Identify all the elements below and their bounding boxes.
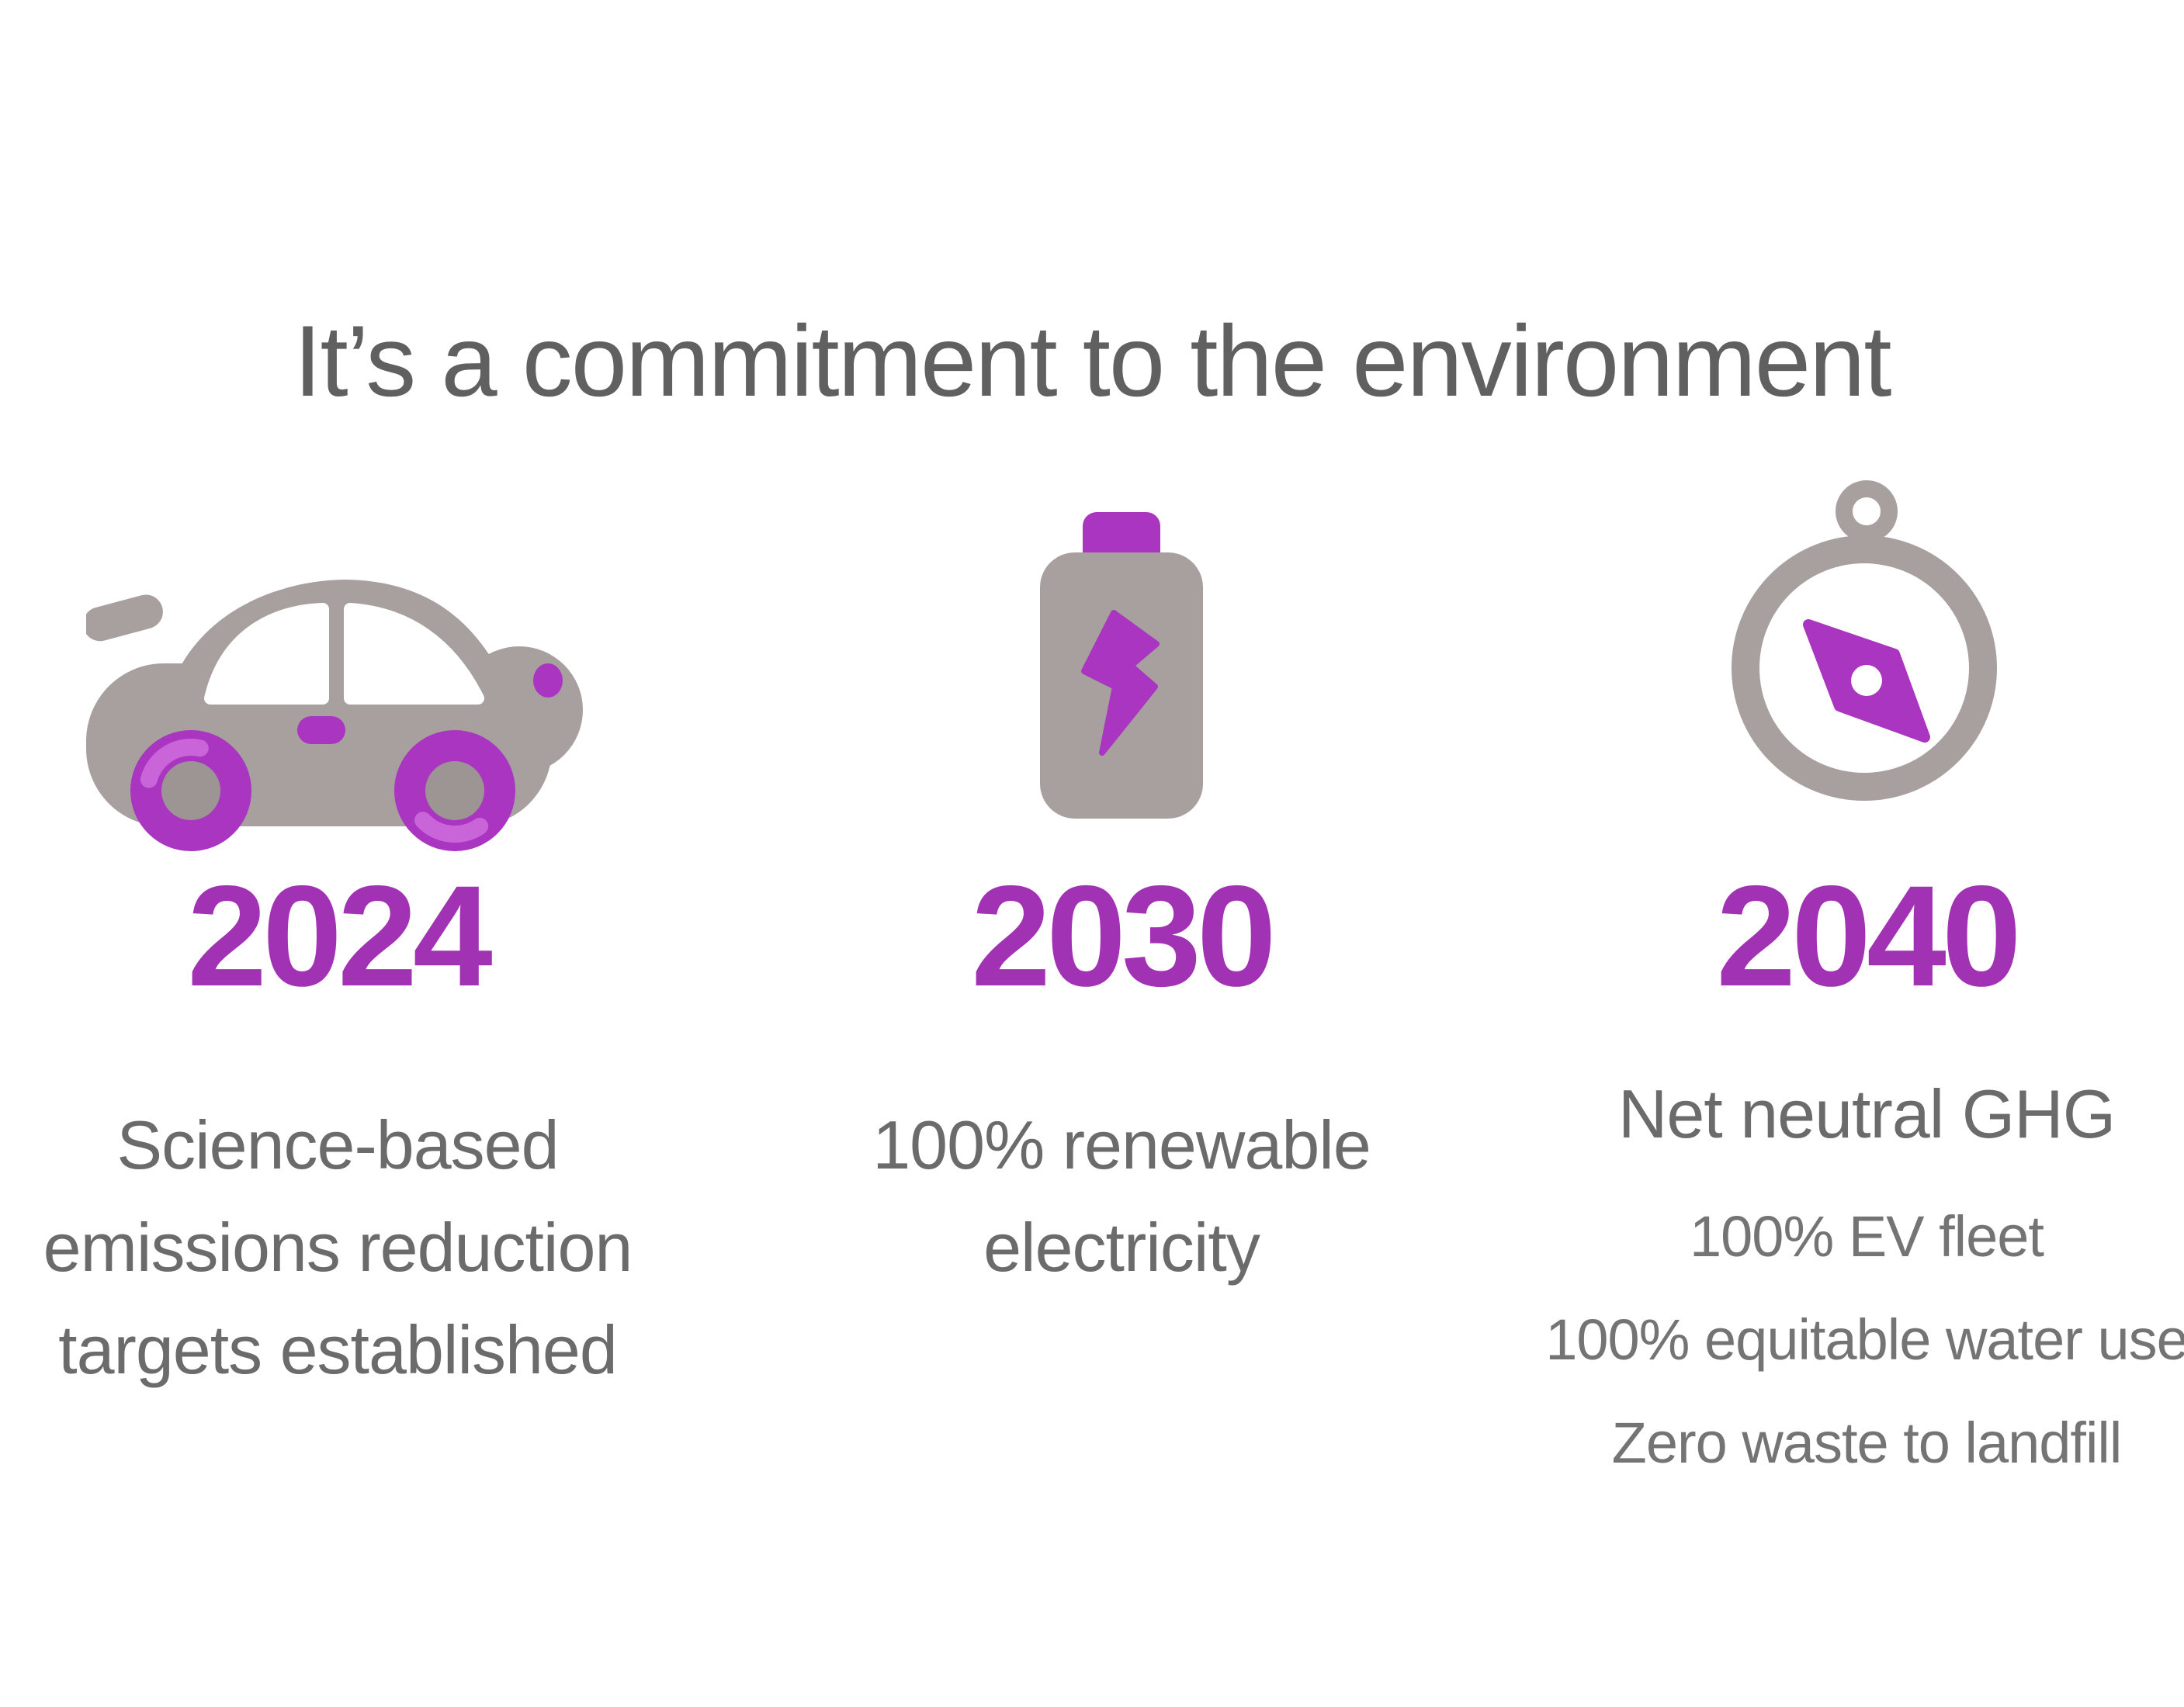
icon-box-2040 bbox=[1517, 466, 2184, 854]
compass-icon bbox=[1732, 480, 1997, 801]
caption-2024: Science-based emissions reduction target… bbox=[43, 1094, 633, 1401]
caption-line: electricity bbox=[983, 1209, 1260, 1286]
caption-line: emissions reduction bbox=[43, 1209, 633, 1286]
milestone-column-2030: 2030 100% renewable electricity bbox=[815, 466, 1428, 1299]
caption-2030: 100% renewable electricity bbox=[872, 1094, 1371, 1299]
caption-2040-headline: Net neutral GHG bbox=[1617, 1075, 2116, 1152]
battery-icon bbox=[1040, 512, 1203, 819]
caption-line: 100% renewable bbox=[872, 1106, 1371, 1183]
caption-subline: 100% equitable water use bbox=[1545, 1307, 2184, 1373]
year-label-2030: 2030 bbox=[971, 857, 1277, 1016]
caption-subline: 100% EV fleet bbox=[1690, 1204, 2044, 1269]
milestone-column-2024: 2024 Science-based emissions reduction t… bbox=[31, 466, 644, 1401]
car-icon bbox=[86, 580, 583, 851]
caption-line: targets established bbox=[58, 1311, 618, 1388]
caption-line: Science-based bbox=[116, 1106, 559, 1183]
year-label-2040: 2040 bbox=[1716, 857, 2022, 1016]
caption-2040-details: 100% EV fleet 100% equitable water use Z… bbox=[1545, 1185, 2184, 1495]
year-label-2024: 2024 bbox=[187, 857, 493, 1016]
page-title: It’s a commitment to the environment bbox=[293, 304, 1891, 417]
icon-box-2024 bbox=[31, 466, 644, 854]
milestone-column-2040: 2040 Net neutral GHG 100% EV fleet 100% … bbox=[1517, 466, 2184, 1495]
caption-subline: Zero waste to landfill bbox=[1611, 1411, 2123, 1476]
icon-box-2030 bbox=[815, 466, 1428, 854]
